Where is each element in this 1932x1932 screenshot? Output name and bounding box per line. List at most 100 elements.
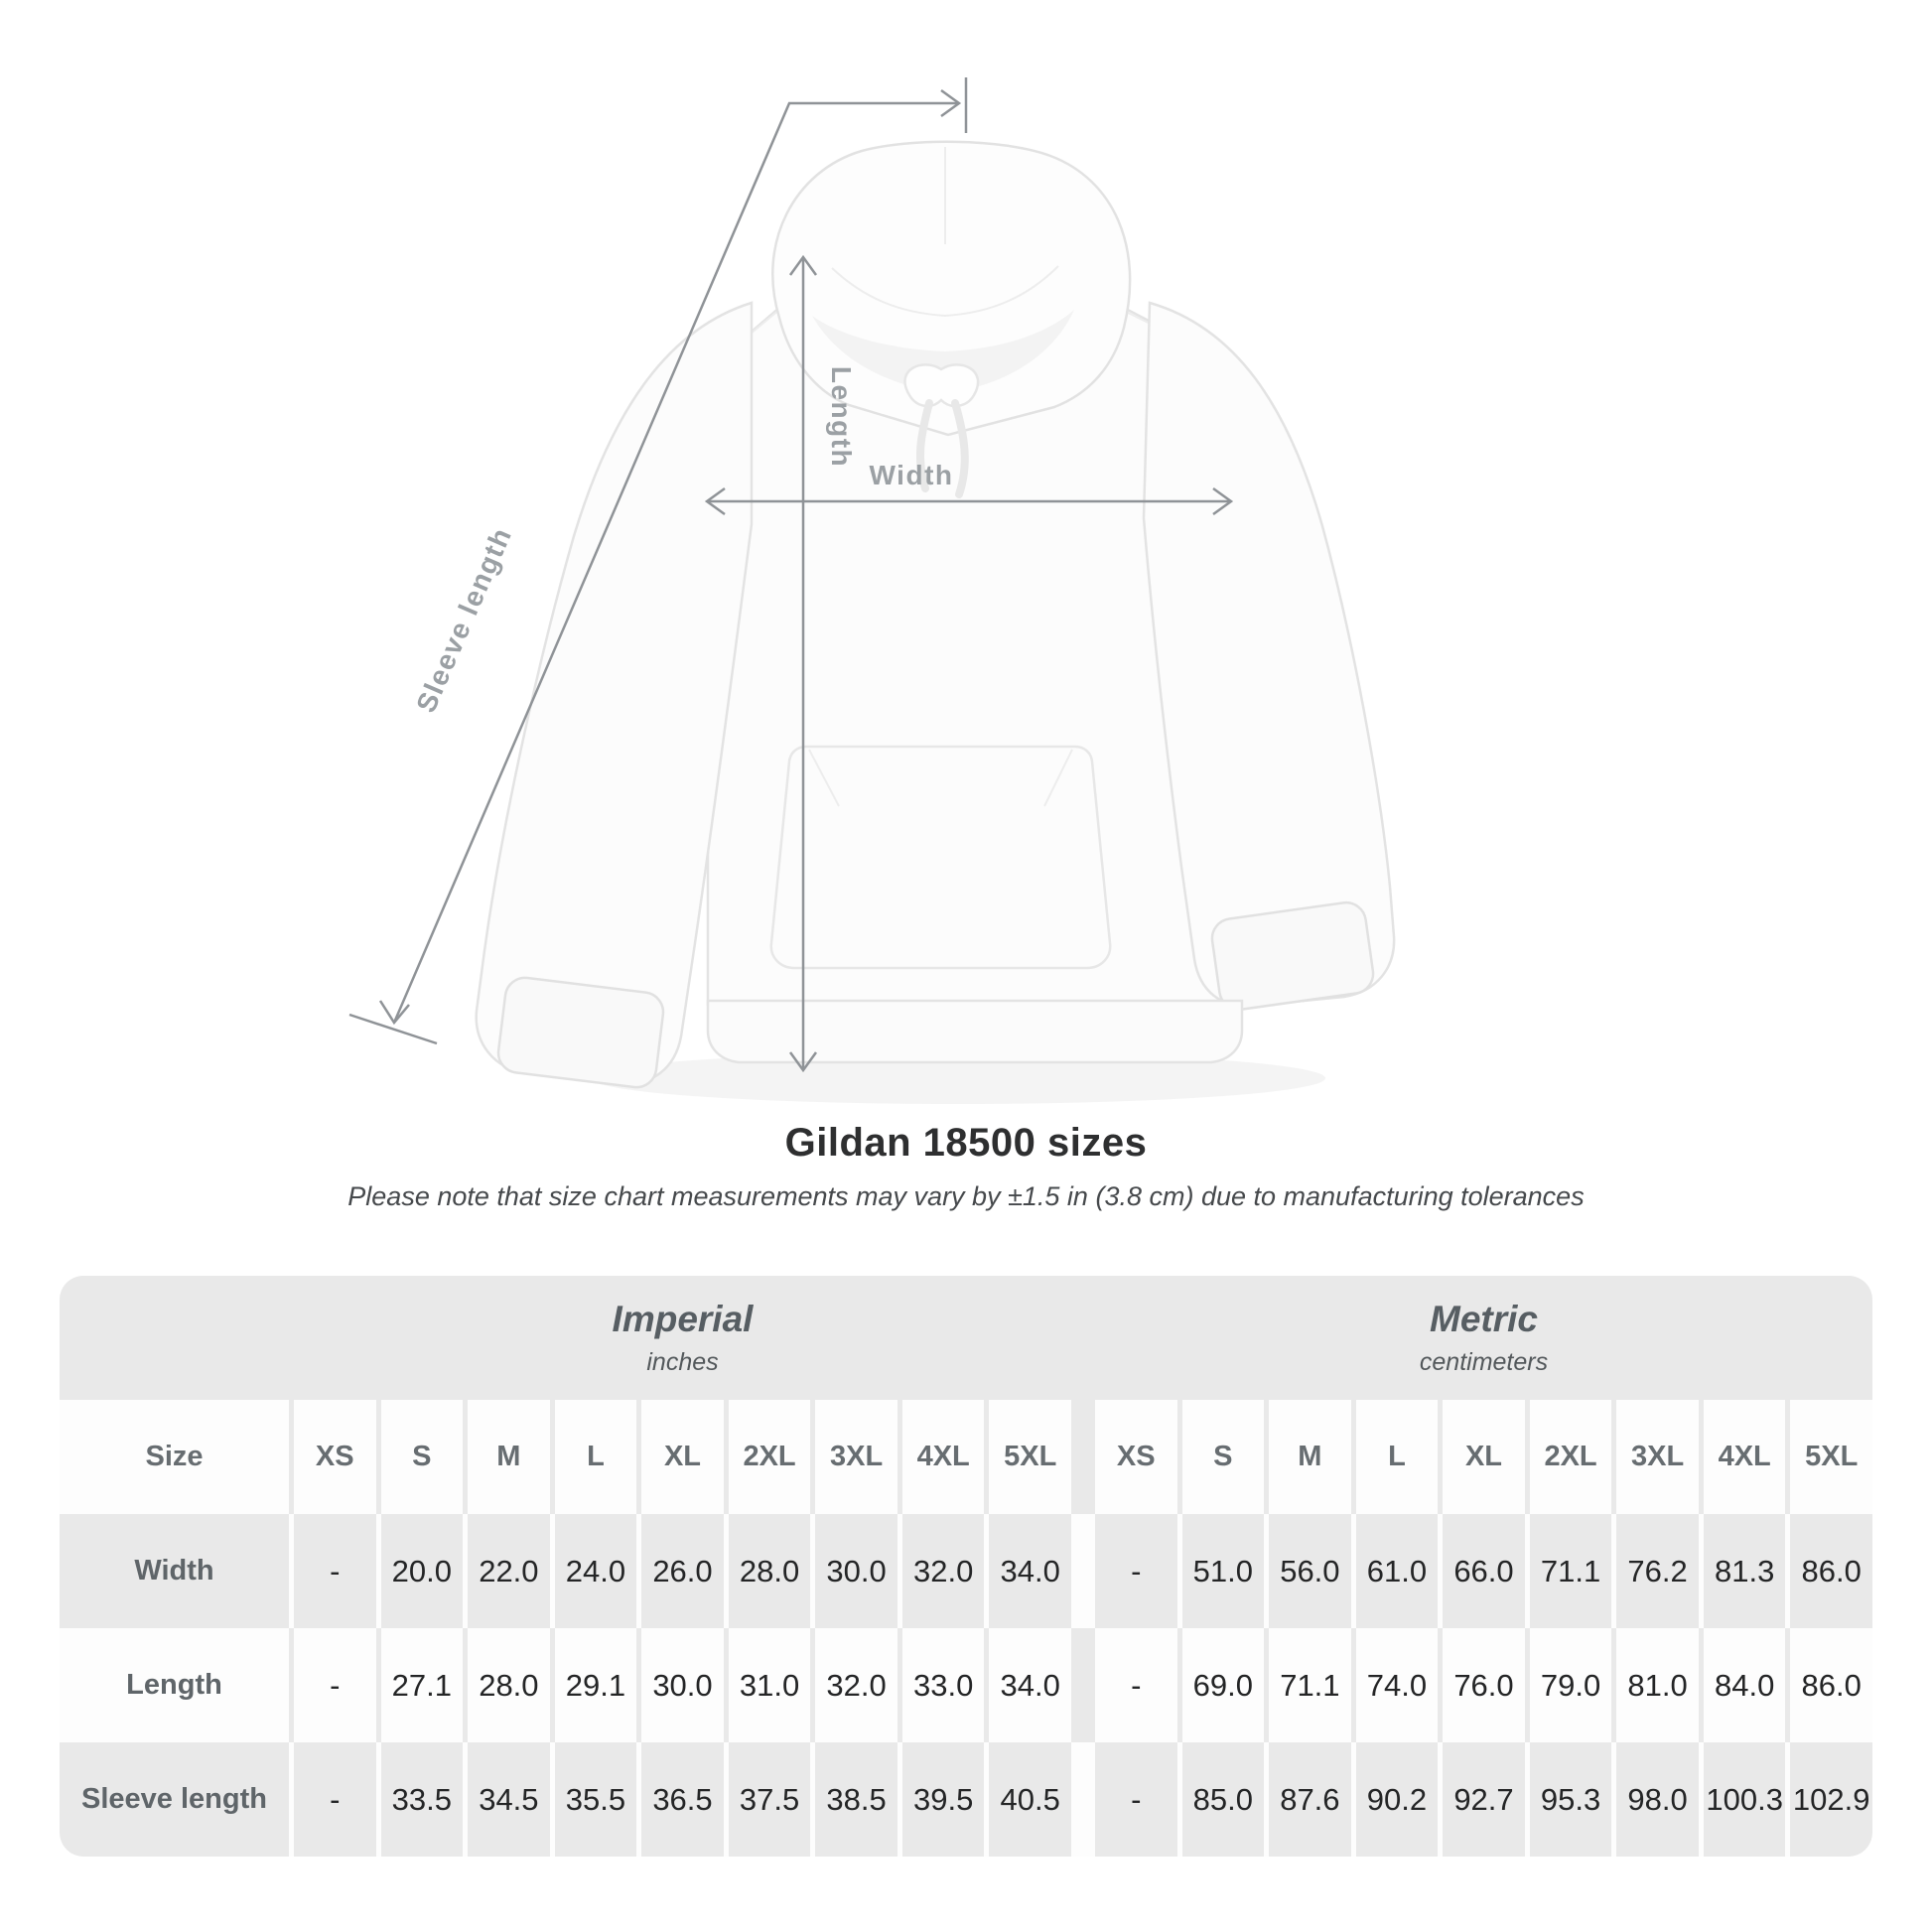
value-cell: 40.5	[989, 1742, 1071, 1857]
sleeve-length-row: Sleeve length - 33.5 34.5 35.5 36.5 37.5…	[60, 1742, 1872, 1857]
value-cell: 69.0	[1181, 1628, 1265, 1742]
size-cell: S	[1181, 1400, 1265, 1514]
value-cell: 85.0	[1181, 1742, 1265, 1857]
size-cell: 4XL	[1703, 1400, 1786, 1514]
section-divider	[1076, 1400, 1090, 1514]
value-cell: 30.0	[815, 1514, 897, 1628]
right-sleeve	[1142, 301, 1396, 1008]
size-column-header: Size	[60, 1400, 289, 1514]
sleeve-arrowhead-bottom	[378, 1000, 410, 1026]
page-title: Gildan 18500 sizes	[784, 1121, 1148, 1165]
kangaroo-pocket	[769, 745, 1112, 970]
hem-band	[706, 999, 1244, 1064]
value-cell: 56.0	[1269, 1514, 1351, 1628]
value-cell: -	[294, 1628, 376, 1742]
row-label: Sleeve length	[60, 1742, 289, 1857]
value-cell: 30.0	[641, 1628, 724, 1742]
value-cell: 92.7	[1443, 1742, 1525, 1857]
drawstrings	[915, 399, 969, 498]
value-cell: 81.3	[1703, 1514, 1786, 1628]
value-cell: 20.0	[380, 1514, 464, 1628]
width-label: Width	[870, 460, 954, 490]
value-cell: 90.2	[1355, 1742, 1439, 1857]
imperial-name: Imperial	[612, 1299, 754, 1339]
value-cell: 79.0	[1529, 1628, 1612, 1742]
size-cell: XL	[1443, 1400, 1525, 1514]
size-cell: 3XL	[1616, 1400, 1699, 1514]
right-cuff	[1210, 900, 1375, 1012]
value-cell: -	[294, 1742, 376, 1857]
value-cell: 39.5	[901, 1742, 985, 1857]
value-cell: 100.3	[1703, 1742, 1786, 1857]
size-cell: 3XL	[815, 1400, 897, 1514]
size-cell: M	[1269, 1400, 1351, 1514]
hoodie-shadow	[591, 1052, 1325, 1104]
size-table: Imperial inches Metric centimeters Size …	[60, 1276, 1872, 1857]
value-cell: 51.0	[1181, 1514, 1265, 1628]
value-cell: 35.5	[554, 1742, 637, 1857]
value-cell: 66.0	[1443, 1514, 1525, 1628]
value-cell: 76.2	[1616, 1514, 1699, 1628]
size-cell: M	[468, 1400, 550, 1514]
size-cell: L	[554, 1400, 637, 1514]
imperial-unit: inches	[646, 1348, 719, 1376]
value-cell: 31.0	[728, 1628, 811, 1742]
size-cell: 2XL	[1529, 1400, 1612, 1514]
size-cell: 5XL	[1790, 1400, 1872, 1514]
value-cell: 95.3	[1529, 1742, 1612, 1857]
size-cell: L	[1355, 1400, 1439, 1514]
value-cell: 29.1	[554, 1628, 637, 1742]
value-cell: 36.5	[641, 1742, 724, 1857]
size-cell: XS	[1095, 1400, 1177, 1514]
value-cell: -	[1095, 1514, 1177, 1628]
value-cell: 98.0	[1616, 1742, 1699, 1857]
sleeve-arrowhead-right	[940, 88, 962, 118]
value-cell: 86.0	[1790, 1514, 1872, 1628]
units-band: Imperial inches Metric centimeters	[60, 1276, 1872, 1400]
value-cell: 24.0	[554, 1514, 637, 1628]
row-label: Width	[60, 1514, 289, 1628]
value-cell: 34.0	[989, 1514, 1071, 1628]
value-cell: 81.0	[1616, 1628, 1699, 1742]
value-cell: 86.0	[1790, 1628, 1872, 1742]
hoodie-illustration	[475, 140, 1396, 1089]
section-divider	[1076, 1628, 1090, 1742]
value-cell: 22.0	[468, 1514, 550, 1628]
title-block: Gildan 18500 sizes Please note that size…	[0, 1121, 1932, 1212]
size-cell: 2XL	[728, 1400, 811, 1514]
sleeve-length-label: Sleeve length	[410, 522, 517, 717]
value-cell: -	[1095, 1628, 1177, 1742]
value-cell: 38.5	[815, 1742, 897, 1857]
metric-unit-header: Metric centimeters	[1095, 1276, 1872, 1400]
width-arrow: Width	[704, 460, 1234, 516]
value-cell: -	[294, 1514, 376, 1628]
value-cell: 84.0	[1703, 1628, 1786, 1742]
pocket-openings	[808, 749, 1073, 807]
hoodie-figure-svg: Sleeve length Length Width	[348, 77, 1396, 1104]
value-cell: 76.0	[1443, 1628, 1525, 1742]
length-arrow: Length	[788, 254, 857, 1073]
sleeve-length-line	[392, 77, 968, 1024]
size-cell: XL	[641, 1400, 724, 1514]
width-arrowhead-left	[704, 486, 726, 516]
sleeve-end-tick	[348, 1013, 438, 1045]
hood-opening-shade	[812, 310, 1074, 393]
value-cell: 87.6	[1269, 1742, 1351, 1857]
value-cell: 102.9	[1790, 1742, 1872, 1857]
value-cell: -	[1095, 1742, 1177, 1857]
section-divider	[1076, 1742, 1090, 1857]
hoodie-measurement-figure: Sleeve length Length Width	[348, 77, 1396, 1104]
value-cell: 34.0	[989, 1628, 1071, 1742]
length-label: Length	[826, 366, 857, 468]
value-cell: 26.0	[641, 1514, 724, 1628]
value-cell: 28.0	[728, 1514, 811, 1628]
tolerance-note: Please note that size chart measurements…	[347, 1181, 1585, 1211]
metric-unit: centimeters	[1419, 1348, 1549, 1376]
value-cell: 71.1	[1529, 1514, 1612, 1628]
length-row: Length - 27.1 28.0 29.1 30.0 31.0 32.0 3…	[60, 1628, 1872, 1742]
left-sleeve	[475, 301, 754, 1085]
size-cell: 5XL	[989, 1400, 1071, 1514]
value-cell: 61.0	[1355, 1514, 1439, 1628]
table-header-row: Size XS S M L XL 2XL 3XL 4XL 5XL XS S M …	[60, 1400, 1872, 1514]
length-arrowhead-bottom	[788, 1051, 818, 1073]
